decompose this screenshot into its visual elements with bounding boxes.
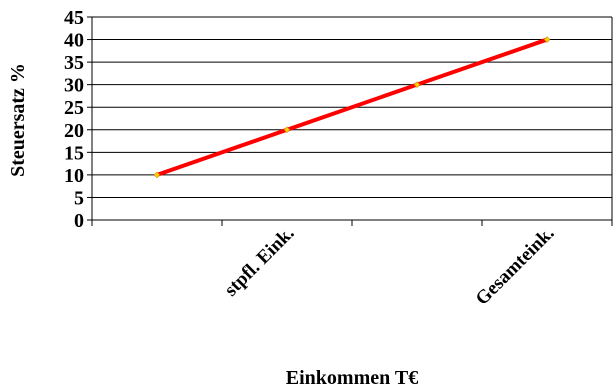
y-tick-label: 0 [74, 210, 84, 232]
y-axis-title: Steuersatz % [7, 63, 29, 177]
y-tick-label: 10 [64, 165, 84, 187]
series [153, 36, 551, 179]
data-point [543, 36, 551, 43]
data-point [283, 126, 291, 134]
y-tick-label: 15 [64, 142, 84, 164]
series-line [155, 37, 549, 177]
y-tick-label: 35 [64, 52, 84, 74]
x-tick-labels: stpfl. Eink. Gesamteink. [221, 223, 559, 310]
y-tick-label: 20 [64, 120, 84, 142]
y-tick-label: 40 [64, 30, 84, 52]
y-tick-label: 45 [64, 7, 84, 29]
data-point [413, 81, 421, 89]
axes [91, 17, 613, 226]
y-tick-label: 5 [74, 187, 84, 209]
data-point [153, 171, 161, 179]
x-tick-label: stpfl. Eink. [221, 223, 299, 301]
gridlines [87, 16, 612, 221]
x-tick-label: Gesamteink. [472, 223, 559, 310]
x-axis-title: Einkommen T€ [286, 367, 418, 389]
y-tick-label: 30 [64, 75, 84, 97]
y-tick-label: 25 [64, 97, 84, 119]
